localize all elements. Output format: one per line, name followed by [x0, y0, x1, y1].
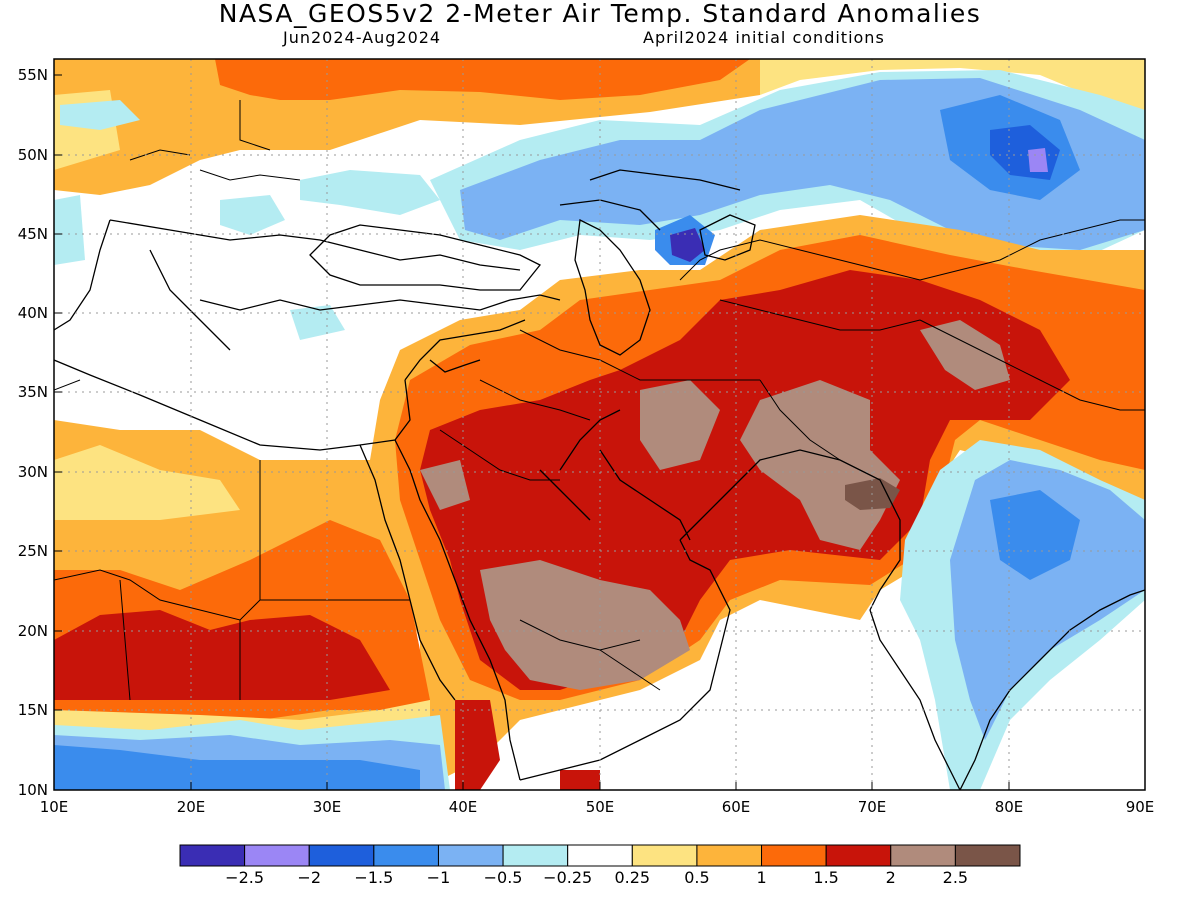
lat-label: 40N [18, 304, 48, 322]
map-title: NASA_GEOS5v2 2-Meter Air Temp. Standard … [218, 0, 982, 28]
initial-conditions: April2024 initial conditions [643, 28, 885, 47]
longitude-labels: 10E 20E 30E 40E 50E 60E 70E 80E 90E [40, 798, 1155, 816]
colorbar-swatch [373, 844, 439, 867]
lat-label: 25N [18, 542, 48, 560]
colorbar-label: −1 [426, 868, 451, 887]
lon-label: 60E [722, 798, 751, 816]
lon-label: 50E [586, 798, 615, 816]
anomaly-region [300, 170, 440, 215]
lon-label: 80E [995, 798, 1024, 816]
colorbar-swatch [179, 844, 246, 867]
anomaly-region [215, 59, 750, 100]
colorbar [179, 844, 1021, 867]
latitude-labels: 55N 50N 45N 40N 35N 30N 25N 20N 15N 10N [18, 66, 48, 799]
lat-label: 30N [18, 463, 48, 481]
colorbar-label: −0.5 [483, 868, 523, 887]
colorbar-swatch [437, 844, 504, 867]
lon-label: 40E [449, 798, 478, 816]
lat-label: 50N [18, 146, 48, 164]
lon-label: 70E [858, 798, 887, 816]
colorbar-swatch [567, 844, 633, 867]
lat-label: 20N [18, 622, 48, 640]
anomaly-region [920, 320, 1010, 390]
anomaly-region [1028, 148, 1048, 172]
lat-label: 45N [18, 225, 48, 243]
lat-label: 55N [18, 66, 48, 84]
colorbar-swatch [308, 844, 375, 867]
anomaly-region [455, 700, 500, 790]
anomaly-region [54, 195, 85, 265]
lon-label: 30E [313, 798, 342, 816]
lat-label: 35N [18, 383, 48, 401]
colorbar-label: 2.5 [942, 868, 969, 887]
lon-label: 10E [40, 798, 69, 816]
colorbar-label: −1.5 [354, 868, 394, 887]
colorbar-label: 1 [756, 868, 767, 887]
forecast-period: Jun2024-Aug2024 [283, 28, 442, 47]
anomaly-region [220, 195, 285, 235]
anomaly-region [760, 59, 1145, 120]
colorbar-swatch [631, 844, 698, 867]
anomaly-region [54, 610, 390, 700]
graticule [54, 59, 1145, 790]
anomaly-region [54, 745, 420, 790]
colorbar-swatch [825, 844, 892, 867]
tick-marks [54, 74, 1010, 790]
anomaly-region [990, 490, 1080, 580]
colorbar-label: 0.5 [684, 868, 710, 887]
colorbar-swatch [761, 844, 827, 867]
anomaly-region [290, 305, 345, 340]
anomaly-region [640, 380, 720, 470]
lat-label: 10N [18, 781, 48, 799]
country-borders [54, 100, 1145, 701]
colorbar-swatch [244, 844, 310, 867]
colorbar-swatch [502, 844, 569, 867]
anomaly-region [54, 445, 240, 520]
lon-label: 20E [177, 798, 206, 816]
colorbar-label: −0.25 [543, 868, 593, 887]
anomaly-region [560, 770, 600, 790]
colorbar-swatch [890, 844, 956, 867]
anomaly-region [60, 100, 140, 130]
anomaly-field [54, 59, 1145, 790]
colorbar-swatch [696, 844, 763, 867]
lon-label: 90E [1126, 798, 1155, 816]
colorbar-label: 2 [885, 868, 896, 887]
colorbar-label: 0.25 [614, 868, 651, 887]
lat-label: 15N [18, 701, 48, 719]
colorbar-swatch [954, 844, 1021, 867]
anomaly-region [480, 560, 690, 690]
colorbar-label: −2.5 [225, 868, 265, 887]
colorbar-label: −2 [297, 868, 322, 887]
colorbar-label: 1.5 [813, 868, 839, 887]
anomaly-region [670, 228, 705, 262]
